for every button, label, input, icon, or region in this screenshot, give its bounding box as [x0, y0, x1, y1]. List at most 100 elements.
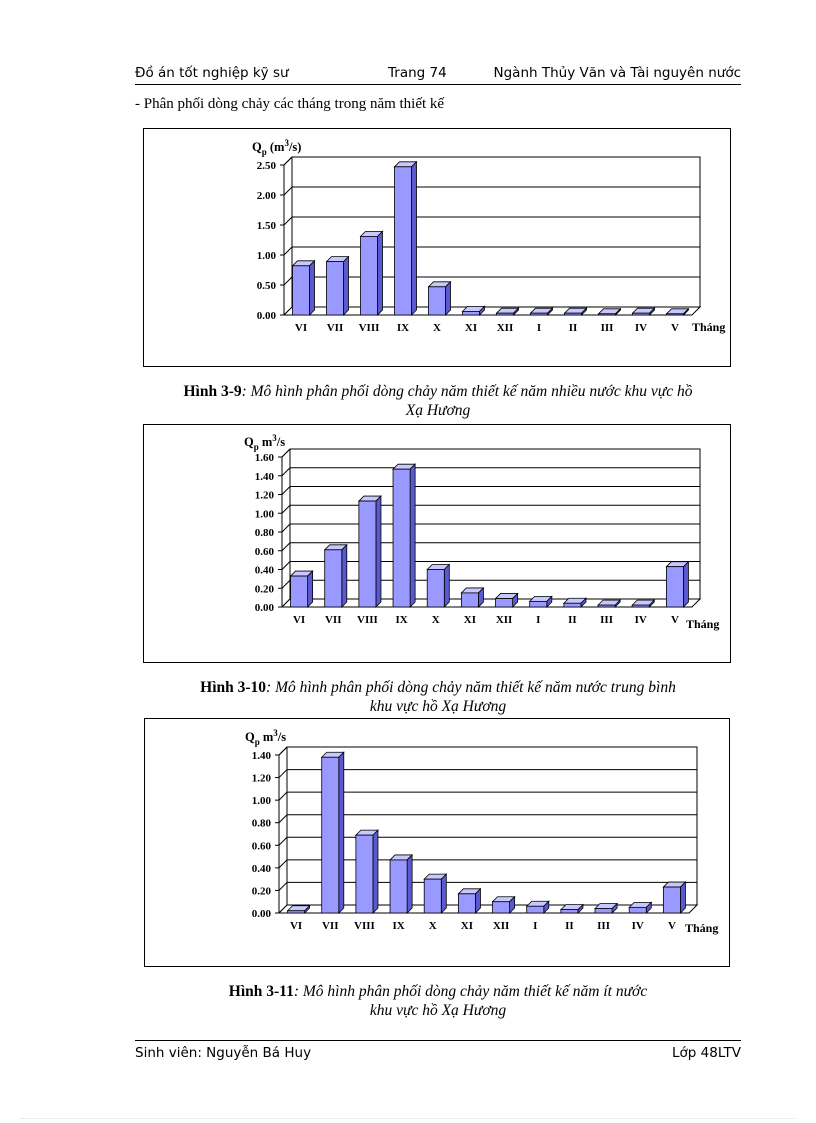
caption-label: Hình 3-9 — [183, 383, 242, 400]
caption-text-line2: khu vực hồ Xạ Hương — [369, 698, 507, 715]
x-tick-label: IV — [635, 614, 647, 626]
caption-text: : Mô hình phân phối dòng chảy năm thiết … — [241, 383, 693, 400]
header-page-number: Trang 74 — [388, 65, 447, 81]
x-tick-label: XII — [493, 920, 510, 932]
gridline-depth — [281, 504, 291, 514]
bar — [287, 910, 306, 914]
caption-text-line2: Xạ Hương — [405, 402, 471, 419]
x-tick-label: IV — [635, 322, 647, 334]
plot-back-wall — [286, 746, 698, 906]
y-tick-label: 1.50 — [257, 220, 277, 232]
y-tick-label: 0.40 — [252, 863, 272, 875]
bar — [529, 600, 548, 608]
gridline-depth — [281, 486, 291, 495]
gridline-depth — [283, 216, 293, 226]
x-tick-label: XII — [497, 322, 514, 334]
bar-side — [445, 280, 451, 316]
bar — [360, 236, 378, 316]
bar — [666, 313, 684, 316]
x-tick-label: VI — [295, 322, 307, 334]
bar-side — [375, 495, 382, 608]
x-tick-label: III — [601, 322, 614, 334]
caption-label: Hình 3-10 — [200, 679, 267, 696]
y-axis-label: Qp (m3/s) — [252, 138, 301, 157]
x-tick-label: X — [429, 920, 437, 932]
caption-text: : Mô hình phân phối dòng chảy năm thiết … — [266, 679, 676, 696]
bar — [564, 312, 582, 316]
bar — [631, 604, 650, 608]
y-tick-label: 0.00 — [257, 310, 277, 322]
bar — [389, 859, 408, 914]
x-tick-label: III — [597, 920, 610, 932]
bar — [496, 312, 514, 316]
header-right: Ngành Thủy Văn và Tài nguyên nước — [493, 65, 742, 81]
y-tick-label: 1.20 — [255, 490, 275, 502]
x-tick-label: I — [533, 920, 537, 932]
y-tick-label: 1.60 — [255, 452, 275, 464]
header-left: Đồ án tốt nghiệp kỹ sư — [135, 65, 289, 81]
y-tick-label: 1.20 — [252, 773, 272, 785]
bar — [560, 909, 579, 914]
bar — [628, 906, 647, 914]
y-tick-label: 0.20 — [252, 885, 272, 897]
bar — [632, 312, 650, 316]
page-footer: Sinh viên: Nguyễn Bá Huy Lớp 48LTV — [135, 1040, 741, 1065]
y-tick-label: 0.50 — [257, 280, 277, 292]
x-tick-label: I — [536, 614, 540, 626]
plot-floor — [280, 598, 702, 608]
bar — [530, 312, 548, 316]
bar — [290, 575, 309, 608]
y-tick-label: 0.80 — [255, 527, 275, 539]
bar-side — [338, 751, 345, 914]
caption-text: : Mô hình phân phối dòng chảy năm thiết … — [293, 983, 648, 1000]
gridline-depth — [278, 859, 288, 869]
bar — [394, 166, 412, 316]
page-header: Đồ án tốt nghiệp kỹ sư Trang 74 Ngành Th… — [135, 64, 741, 85]
x-axis-label: Tháng — [686, 617, 719, 631]
y-axis-top — [278, 746, 288, 756]
y-axis-label: Qp m3/s — [244, 433, 285, 452]
bar — [598, 313, 616, 316]
y-tick-label: 0.80 — [252, 818, 272, 830]
y-tick-label: 1.00 — [255, 508, 275, 520]
bar — [594, 908, 613, 914]
chart-frame-1: 0.00 0.50 1.00 1.50 2.00 2.50 VI VII VIII IX X XI XI… — [143, 128, 731, 367]
gridline-depth — [281, 579, 291, 589]
x-tick-label: V — [668, 920, 676, 932]
bar-side — [440, 873, 447, 914]
x-tick-label: VII — [327, 322, 344, 334]
page-bottom-border — [20, 1118, 796, 1119]
bar — [457, 893, 476, 914]
y-tick-label: 0.60 — [255, 546, 275, 558]
bar-side — [377, 230, 383, 316]
plot-floor — [277, 904, 699, 914]
x-tick-label: II — [565, 920, 574, 932]
y-tick-label: 2.50 — [257, 160, 277, 172]
x-tick-label: VII — [325, 614, 342, 626]
gridline-depth — [283, 186, 293, 196]
bar — [495, 598, 514, 608]
gridline-depth — [283, 276, 293, 286]
bar-side — [443, 563, 450, 608]
x-tick-label: XI — [461, 920, 473, 932]
bar — [321, 756, 340, 914]
gridline-depth — [278, 882, 288, 891]
chart-frame-3: 0.00 0.20 0.40 0.60 0.80 1.00 1.20 1.40 VI VII VII… — [144, 718, 730, 967]
x-axis-label: Tháng — [685, 921, 718, 935]
x-tick-label: XI — [465, 322, 477, 334]
bar — [428, 286, 446, 316]
x-tick-label: VIII — [354, 920, 375, 932]
gridline-depth — [278, 769, 288, 778]
y-tick-label: 1.00 — [257, 250, 277, 262]
gridline-depth — [281, 561, 291, 570]
bar — [492, 901, 511, 914]
bar — [597, 604, 616, 608]
bar — [662, 886, 681, 914]
x-tick-label: VIII — [359, 322, 380, 334]
x-tick-label: X — [432, 614, 440, 626]
y-tick-label: 1.00 — [252, 795, 272, 807]
bar — [462, 310, 480, 316]
caption-text-line2: khu vực hồ Xạ Hương — [369, 1002, 507, 1019]
